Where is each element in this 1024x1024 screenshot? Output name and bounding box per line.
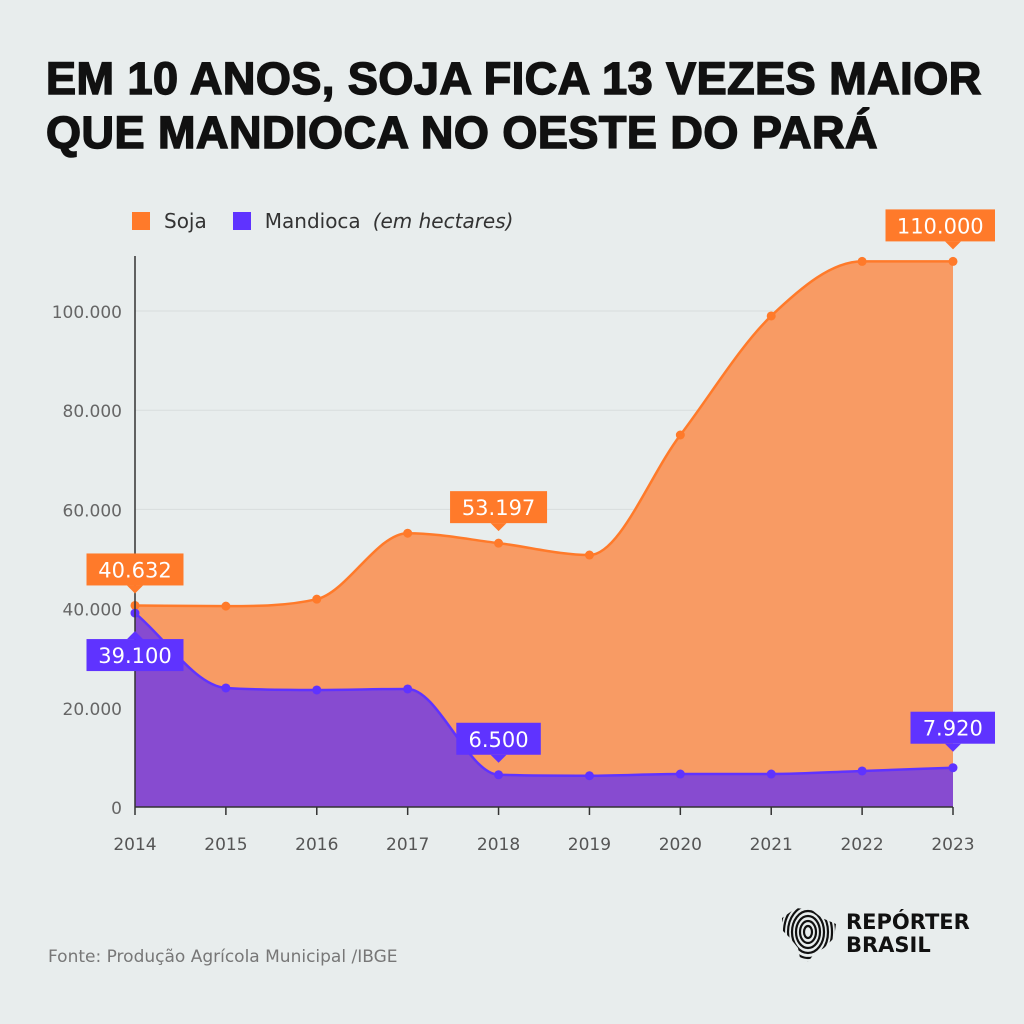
data-label-box bbox=[86, 553, 184, 586]
point-mandioca bbox=[675, 769, 685, 779]
y-tick-label: 40.000 bbox=[63, 601, 122, 621]
point-soja bbox=[857, 256, 867, 266]
x-tick-label: 2020 bbox=[659, 835, 702, 855]
x-tick-label: 2019 bbox=[568, 835, 611, 855]
y-tick-label: 100.000 bbox=[52, 303, 122, 323]
legend: Soja Mandioca (em hectares) bbox=[132, 209, 513, 233]
x-tick-label: 2021 bbox=[750, 835, 793, 855]
data-label-box bbox=[456, 722, 541, 755]
data-label-box bbox=[885, 209, 995, 242]
legend-swatch-soja bbox=[132, 212, 150, 230]
y-tick-label: 60.000 bbox=[63, 501, 122, 521]
data-label-soja: 40.632 bbox=[98, 558, 171, 582]
data-label-box bbox=[450, 491, 548, 524]
line-soja bbox=[134, 260, 953, 608]
legend-unit: (em hectares) bbox=[372, 209, 514, 233]
point-soja bbox=[221, 601, 231, 611]
data-label-soja: 110.000 bbox=[897, 214, 984, 238]
data-label-pointer bbox=[945, 241, 961, 250]
point-soja bbox=[675, 430, 685, 440]
x-tick-label: 2017 bbox=[386, 835, 429, 855]
data-label-mandioca: 6.500 bbox=[468, 728, 528, 752]
y-tick-label: 80.000 bbox=[63, 402, 122, 422]
point-mandioca bbox=[584, 771, 594, 781]
area-soja bbox=[135, 261, 953, 807]
fingerprint-map-icon bbox=[782, 908, 836, 962]
line-mandioca bbox=[134, 612, 954, 778]
y-tick-label: 0 bbox=[111, 799, 122, 819]
data-label-box bbox=[910, 711, 995, 744]
x-tick-label: 2015 bbox=[204, 835, 247, 855]
y-tick-label: 20.000 bbox=[63, 700, 122, 720]
data-label-box bbox=[86, 639, 184, 672]
data-label-mandioca: 7.920 bbox=[923, 717, 983, 741]
legend-label-soja: Soja bbox=[164, 209, 207, 233]
source-note: Fonte: Produção Agrícola Municipal /IBGE bbox=[48, 947, 398, 967]
data-label-mandioca: 39.100 bbox=[98, 644, 171, 668]
logo-line1: REPÓRTER bbox=[846, 910, 970, 934]
point-mandioca bbox=[403, 684, 413, 694]
data-label-pointer bbox=[490, 754, 507, 763]
point-mandioca bbox=[312, 685, 322, 695]
x-tick-label: 2018 bbox=[477, 835, 520, 855]
x-tick-label: 2014 bbox=[113, 835, 156, 855]
legend-label-mandioca: Mandioca bbox=[264, 209, 361, 233]
reporter-brasil-logo: REPÓRTER BRASIL bbox=[778, 904, 970, 964]
chart-title: EM 10 ANOS, SOJA FICA 13 VEZES MAIOR QUE… bbox=[45, 52, 982, 159]
data-label-pointer bbox=[127, 585, 143, 594]
point-mandioca bbox=[221, 683, 231, 693]
legend-swatch-mandioca bbox=[232, 212, 251, 230]
point-soja bbox=[766, 311, 776, 321]
data-label-pointer bbox=[127, 631, 143, 640]
x-tick-label: 2016 bbox=[295, 835, 338, 855]
data-label-soja: 53.197 bbox=[462, 496, 535, 520]
point-mandioca bbox=[857, 766, 867, 776]
x-tick-label: 2022 bbox=[840, 835, 883, 855]
point-soja bbox=[403, 528, 413, 538]
point-soja bbox=[494, 538, 504, 548]
point-mandioca bbox=[948, 763, 958, 773]
x-tick-label: 2023 bbox=[931, 835, 974, 855]
logo-line2: BRASIL bbox=[846, 933, 931, 957]
point-soja bbox=[312, 594, 322, 604]
data-label-pointer bbox=[490, 523, 507, 532]
point-mandioca bbox=[766, 769, 776, 779]
data-label-pointer bbox=[945, 743, 961, 752]
point-soja bbox=[584, 550, 594, 560]
area-mandioca bbox=[135, 613, 953, 807]
point-soja bbox=[948, 256, 958, 266]
point-mandioca bbox=[494, 770, 504, 780]
